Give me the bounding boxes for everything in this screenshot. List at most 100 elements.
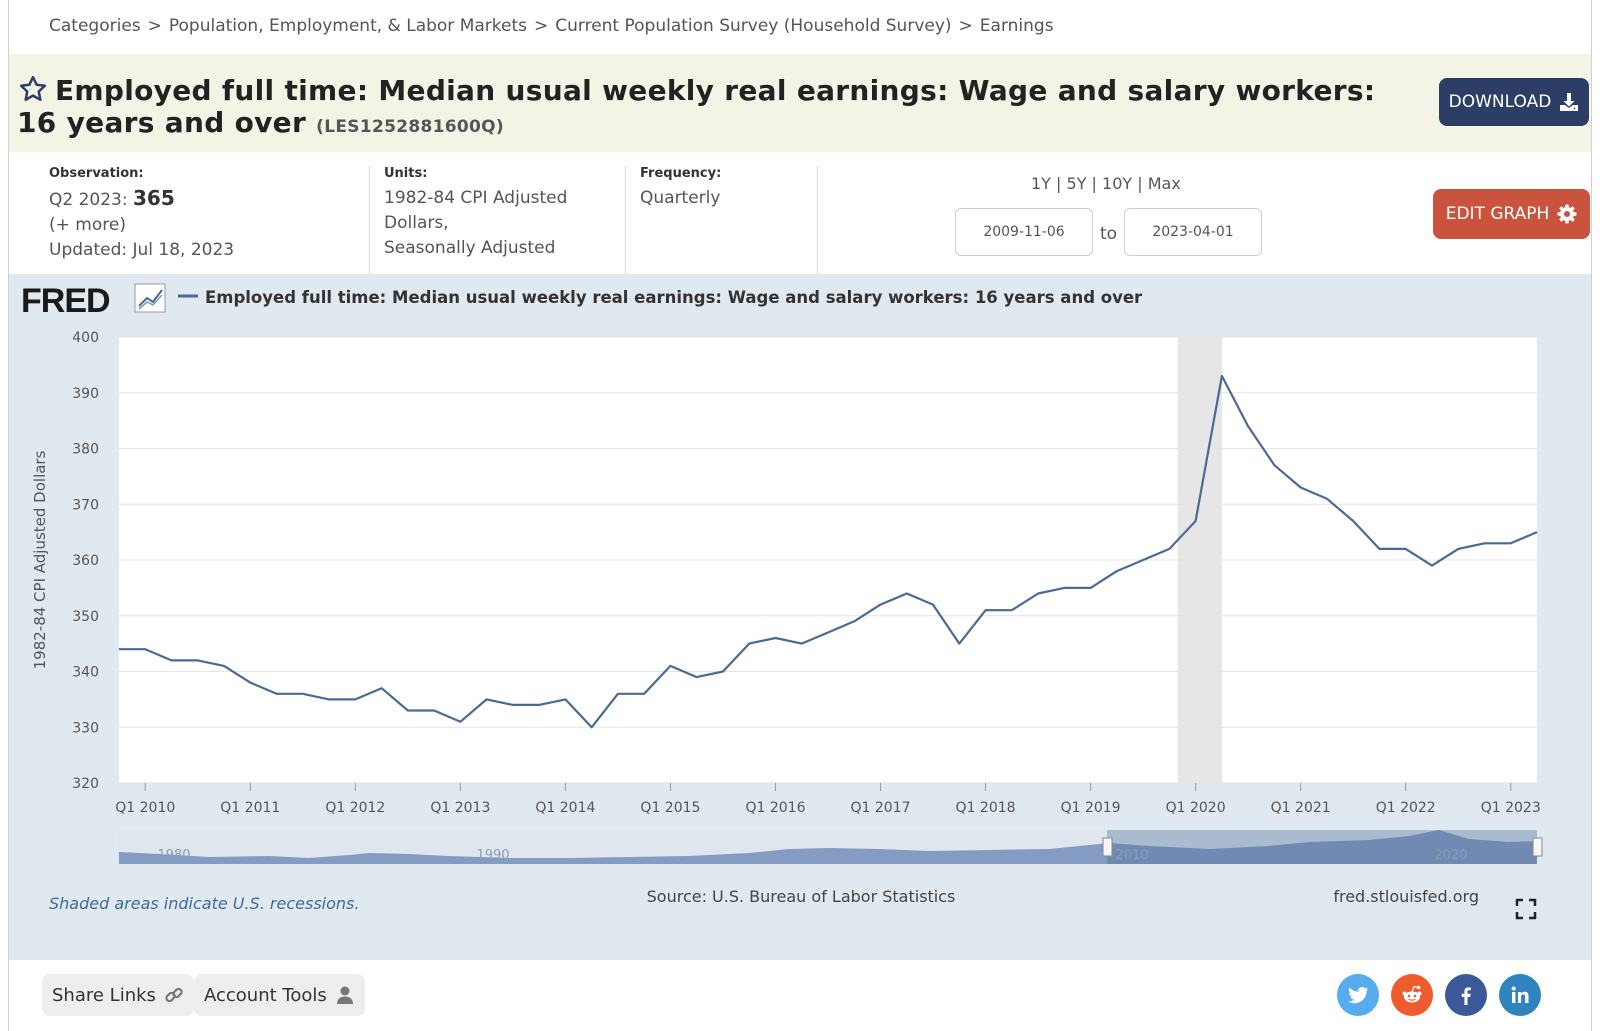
meta-row: Observation: Q2 2023: 365 (+ more) Updat… [9, 152, 1591, 274]
navigator-area [119, 830, 1537, 864]
x-tick-label: Q1 2019 [1061, 800, 1121, 816]
title-bar: Employed full time: Median usual weekly … [9, 54, 1591, 152]
navigator-year-label: 2000 [795, 848, 828, 863]
y-tick-label: 340 [72, 665, 99, 681]
share-links-label: Share Links [52, 984, 156, 1006]
navigator-year-label: 2010 [1115, 848, 1148, 863]
y-tick-label: 400 [72, 330, 99, 346]
frequency-label: Frequency: [640, 166, 722, 181]
units-line-2: Dollars, [384, 213, 449, 233]
navigator-year-label: 1990 [476, 848, 509, 863]
fred-logo-text: FRED [21, 282, 110, 320]
breadcrumb-separator: > [147, 16, 162, 36]
observation-more-link[interactable]: (+ more) [49, 215, 126, 235]
navigator-right-handle[interactable] [1532, 837, 1543, 857]
range-navigator[interactable]: 1980 1990 2000 2010 2020 [119, 830, 1543, 864]
fullscreen-icon[interactable] [1515, 898, 1537, 920]
x-tick-label: Q1 2016 [745, 800, 805, 816]
observation-value-line: Q2 2023: 365 [49, 186, 234, 213]
breadcrumb-separator: > [958, 16, 973, 36]
linkedin-icon [1511, 986, 1529, 1003]
facebook-share-button[interactable] [1445, 974, 1487, 1016]
fred-logo: FRED [21, 282, 166, 320]
star-icon[interactable] [17, 74, 49, 104]
breadcrumb-population[interactable]: Population, Employment, & Labor Markets [168, 16, 527, 36]
y-tick-label: 370 [72, 497, 99, 513]
units-line-1: 1982-84 CPI Adjusted [384, 188, 568, 208]
x-tick-label: Q1 2015 [640, 800, 700, 816]
breadcrumb-cps[interactable]: Current Population Survey (Household Sur… [555, 16, 952, 36]
navigator-left-handle[interactable] [1102, 837, 1113, 857]
facebook-icon [1461, 987, 1471, 1005]
end-date-input[interactable]: 2023-04-01 [1124, 208, 1262, 256]
breadcrumb: Categories > Population, Employment, & Lab… [49, 16, 1054, 36]
source-text: Source: U.S. Bureau of Labor Statistics [647, 887, 956, 906]
gear-icon [1557, 204, 1577, 224]
series-id: (LES1252881600Q) [316, 117, 504, 137]
breadcrumb-categories[interactable]: Categories [49, 16, 141, 36]
x-tick-label: Q1 2022 [1376, 800, 1436, 816]
gridlines [119, 336, 1537, 784]
divider [817, 166, 818, 274]
navigator-selection[interactable] [1107, 830, 1537, 864]
range-10y[interactable]: 10Y [1102, 174, 1133, 193]
divider [369, 166, 370, 274]
y-axis-ticks: 400 390 380 370 360 350 340 330 320 [72, 330, 99, 792]
x-tick-label: Q1 2012 [325, 800, 385, 816]
y-tick-label: 380 [72, 442, 99, 458]
units-block: Units: 1982-84 CPI Adjusted Dollars, Sea… [384, 166, 567, 261]
recession-note: Shaded areas indicate U.S. recessions. [49, 894, 359, 913]
y-axis-label: 1982-84 CPI Adjusted Dollars [31, 450, 49, 669]
x-tick-label: Q1 2013 [430, 800, 490, 816]
series-line [119, 374, 1538, 729]
range-5y[interactable]: 5Y [1066, 174, 1087, 193]
range-max[interactable]: Max [1147, 174, 1181, 193]
y-tick-label: 360 [72, 553, 99, 569]
user-icon [336, 986, 353, 1004]
range-selector: 1Y | 5Y | 10Y | Max [1031, 174, 1181, 193]
account-tools-label: Account Tools [204, 984, 327, 1006]
x-tick-label: Q1 2018 [956, 800, 1016, 816]
reddit-icon [1402, 985, 1422, 1003]
x-tick-label: Q1 2010 [115, 800, 175, 816]
x-axis-ticks: Q1 2010 Q1 2011 Q1 2012 Q1 2013 Q1 2014 Q1 20… [115, 783, 1541, 816]
fred-chart-icon [134, 283, 166, 313]
start-date-input[interactable]: 2009-11-06 [955, 208, 1093, 256]
twitter-icon [1348, 986, 1369, 1004]
divider [625, 166, 626, 274]
series-title: Employed full time: Median usual weekly … [17, 74, 1376, 139]
download-icon [1560, 93, 1579, 111]
download-label: DOWNLOAD [1448, 92, 1552, 112]
frequency-value: Quarterly [640, 188, 721, 208]
x-tick-label: Q1 2020 [1166, 800, 1226, 816]
units-label: Units: [384, 166, 428, 181]
breadcrumb-separator: > [534, 16, 549, 36]
page-title: Employed full time: Median usual weekly … [17, 74, 1407, 143]
observation-value: 365 [133, 186, 175, 210]
reddit-share-button[interactable] [1391, 974, 1433, 1016]
x-tick-label: Q1 2011 [220, 800, 280, 816]
graph-area: FRED Employed full time: Median usual we… [9, 274, 1591, 960]
x-tick-label: Q1 2021 [1271, 800, 1331, 816]
twitter-share-button[interactable] [1337, 974, 1379, 1016]
linkedin-share-button[interactable] [1499, 974, 1541, 1016]
breadcrumb-earnings[interactable]: Earnings [979, 16, 1054, 36]
date-to-label: to [1100, 224, 1118, 244]
share-links-button[interactable]: Share Links [42, 974, 194, 1016]
account-tools-button[interactable]: Account Tools [194, 974, 365, 1016]
y-tick-label: 350 [72, 609, 99, 625]
edit-graph-button[interactable]: EDIT GRAPH [1433, 189, 1590, 239]
site-text[interactable]: fred.stlouisfed.org [1333, 887, 1479, 906]
observation-block: Observation: Q2 2023: 365 (+ more) Updat… [49, 166, 234, 263]
range-1y[interactable]: 1Y [1031, 174, 1051, 193]
edit-graph-label: EDIT GRAPH [1445, 204, 1550, 224]
x-tick-label: Q1 2017 [851, 800, 911, 816]
download-button[interactable]: DOWNLOAD [1439, 78, 1589, 126]
frequency-block: Frequency: Quarterly [640, 166, 721, 211]
observation-period: Q2 2023: [49, 190, 128, 210]
observation-label: Observation: [49, 166, 144, 181]
updated-date: Updated: Jul 18, 2023 [49, 240, 235, 260]
x-tick-label: Q1 2014 [535, 800, 595, 816]
x-tick-label: Q1 2023 [1481, 800, 1541, 816]
footer-bar: Share Links Account Tools [9, 960, 1591, 1031]
